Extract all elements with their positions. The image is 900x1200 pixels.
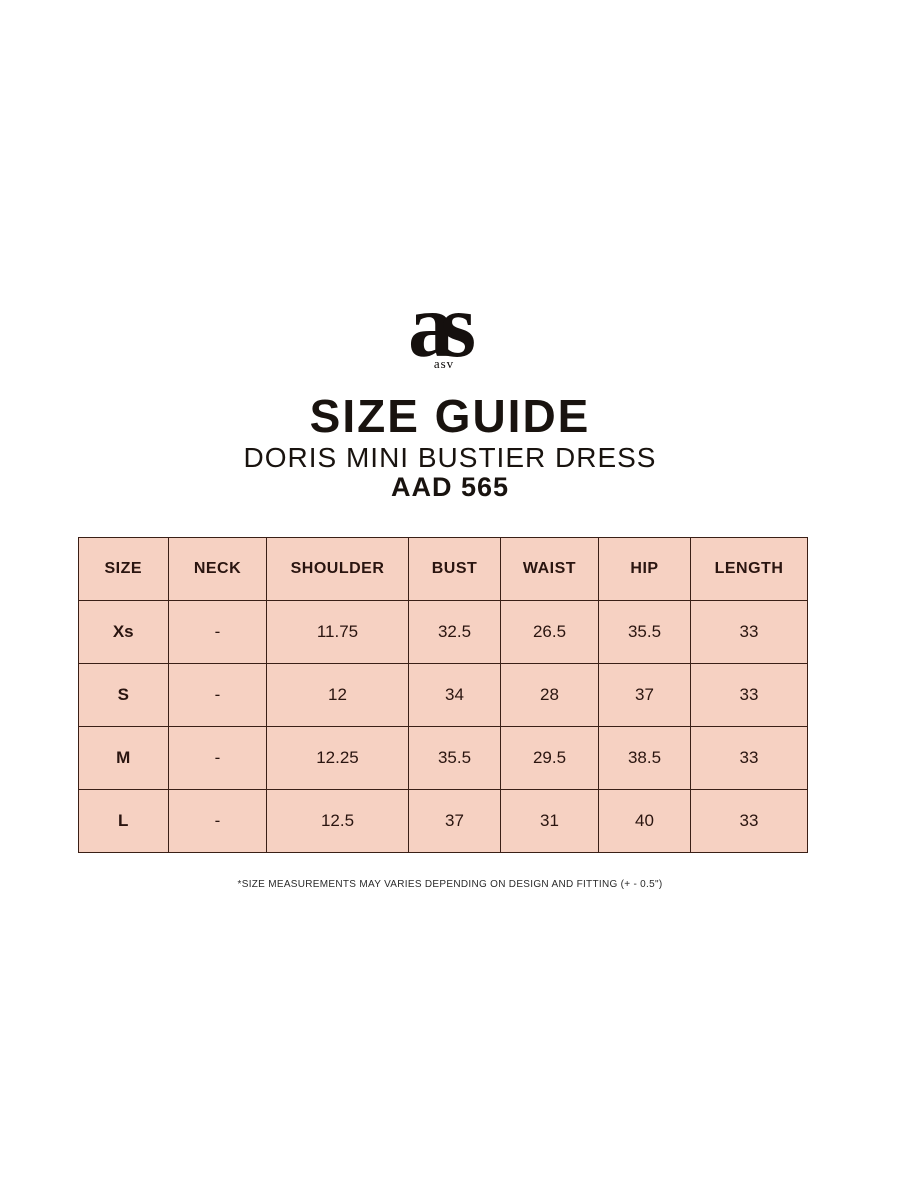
svg-text:asv: asv (434, 356, 454, 371)
